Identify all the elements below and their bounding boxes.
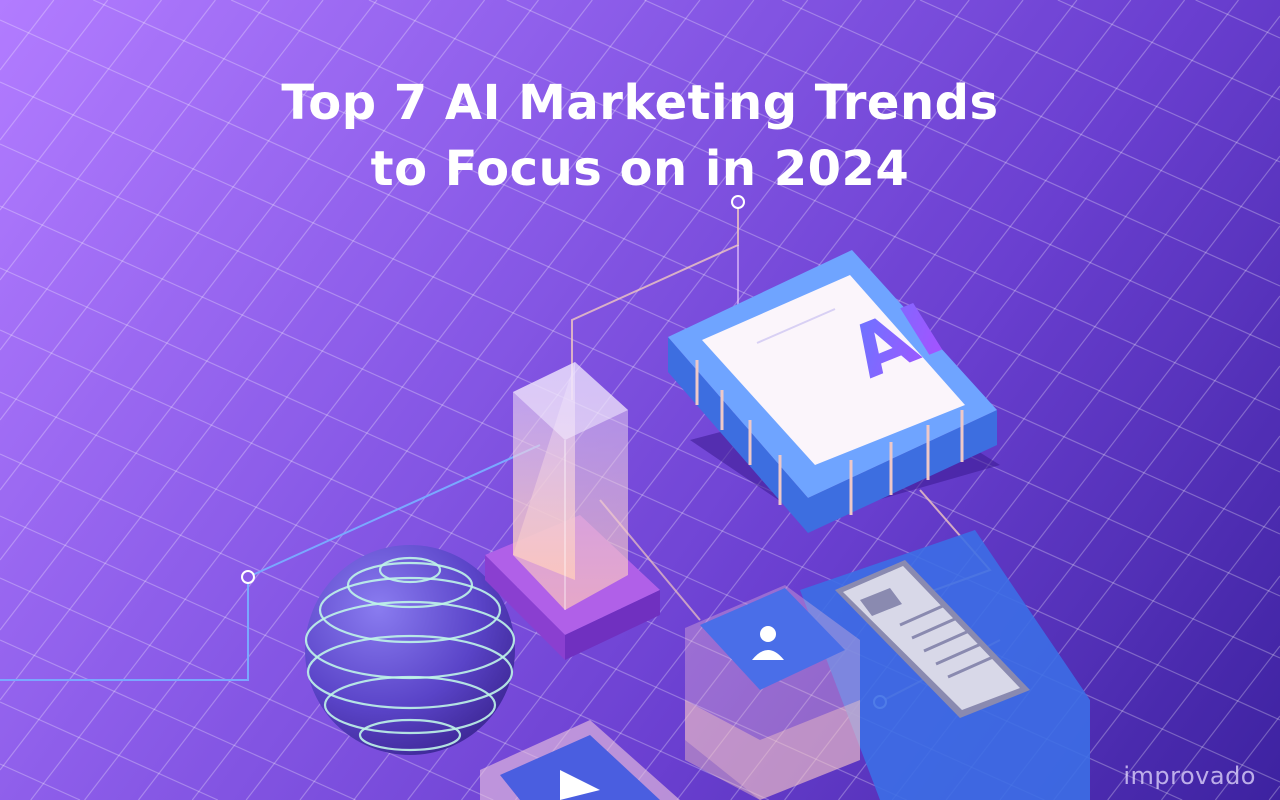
grid-line bbox=[0, 205, 1280, 783]
grid-line bbox=[30, 0, 647, 800]
grid-line bbox=[191, 0, 809, 800]
grid-line bbox=[1053, 505, 1280, 800]
grid-line bbox=[93, 0, 1280, 535]
grid-line bbox=[1268, 785, 1280, 800]
title-line-1: Top 7 AI Marketing Trends bbox=[281, 75, 999, 131]
grid-line bbox=[0, 0, 216, 281]
grid-line bbox=[0, 143, 1280, 721]
improvado-logo: improvado bbox=[1123, 762, 1256, 790]
grid-line bbox=[0, 0, 539, 701]
grid-line bbox=[0, 0, 378, 491]
grid-line bbox=[0, 0, 162, 211]
grid-line bbox=[84, 0, 701, 800]
bar-tower-icon bbox=[485, 362, 660, 660]
grid-line bbox=[0, 0, 593, 771]
grid-line bbox=[0, 0, 432, 561]
user-card-icon bbox=[685, 585, 860, 800]
grid-line bbox=[506, 0, 1280, 349]
grid-line bbox=[0, 577, 494, 800]
grid-line bbox=[0, 0, 324, 421]
grid-line bbox=[781, 0, 1280, 225]
grid-line bbox=[1195, 0, 1280, 39]
grid-line bbox=[919, 0, 1280, 163]
grid-line bbox=[0, 19, 1280, 597]
grid-line bbox=[1057, 0, 1280, 101]
grid-line bbox=[1107, 575, 1280, 800]
grid-line bbox=[0, 639, 356, 800]
grid-line bbox=[644, 0, 1280, 287]
play-icon bbox=[480, 720, 680, 800]
grid-line bbox=[0, 701, 219, 800]
grid-line bbox=[368, 0, 1280, 411]
grid-line bbox=[1214, 715, 1280, 800]
phone-icon bbox=[800, 530, 1090, 800]
grid-line bbox=[1161, 645, 1280, 800]
ai-chip-icon: AI bbox=[668, 250, 1000, 533]
grid-line bbox=[0, 0, 270, 351]
grid-line bbox=[0, 81, 1280, 659]
grid-line bbox=[0, 0, 109, 141]
grid-line bbox=[0, 0, 55, 71]
grid-line bbox=[0, 763, 81, 800]
globe-sphere-icon bbox=[304, 545, 516, 755]
title-line-2: to Focus on in 2024 bbox=[370, 141, 910, 197]
grid-line bbox=[0, 0, 486, 631]
grid-line bbox=[138, 0, 755, 800]
grid-line bbox=[230, 0, 1280, 473]
grid-line bbox=[730, 85, 1280, 800]
page-title: Top 7 AI Marketing Trends to Focus on in… bbox=[0, 70, 1280, 202]
